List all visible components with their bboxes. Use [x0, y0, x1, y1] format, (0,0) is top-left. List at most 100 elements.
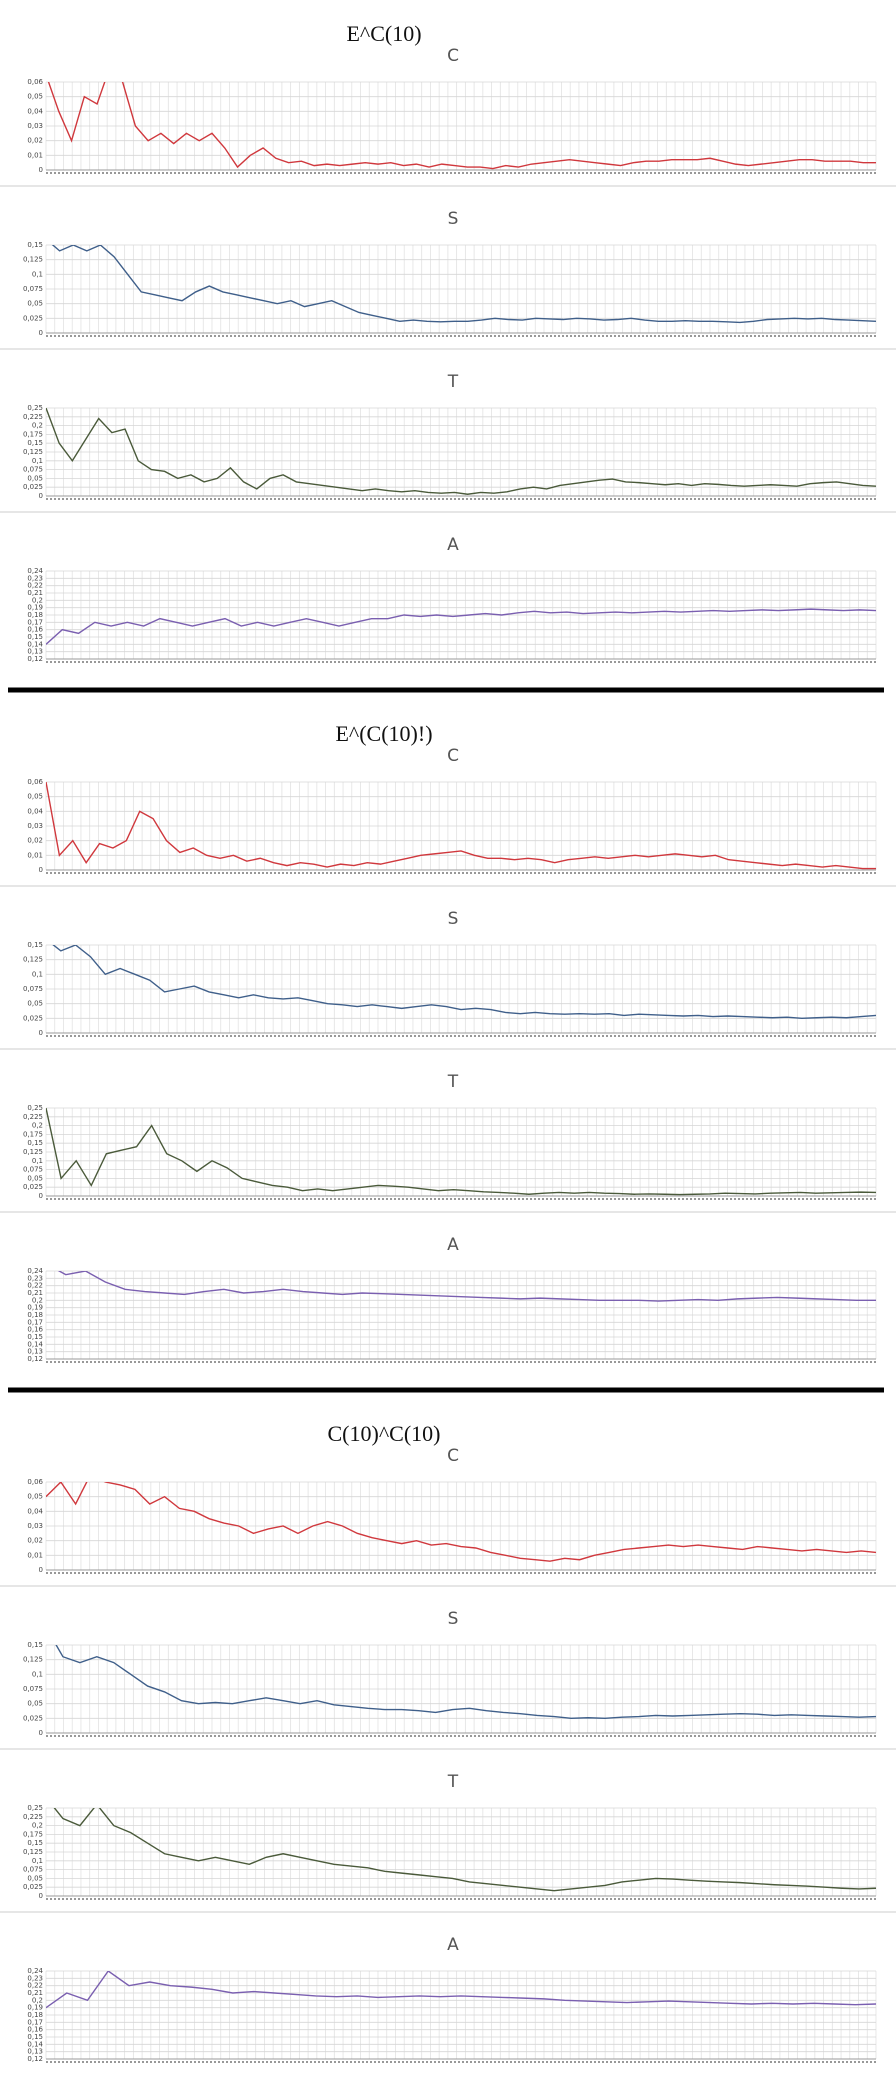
- y-tick-label: 0,05: [27, 1174, 43, 1182]
- y-tick-label: 0,23: [27, 1974, 43, 1982]
- y-tick-label: 0: [39, 329, 43, 337]
- y-tick-label: 0: [39, 866, 43, 874]
- y-tick-label: 0,05: [27, 1493, 43, 1501]
- line-series: [46, 1971, 876, 2009]
- y-tick-label: 0,025: [23, 1183, 43, 1191]
- y-tick-label: 0,22: [27, 1282, 43, 1290]
- y-tick-label: 0,17: [27, 618, 43, 626]
- y-tick-label: 0,225: [23, 1113, 43, 1121]
- y-tick-label: 0,21: [27, 589, 43, 597]
- y-tick-label: 0,04: [27, 807, 43, 815]
- y-tick-label: 0,05: [27, 1700, 43, 1708]
- line-series: [55, 1645, 876, 1720]
- y-tick-label: 0,15: [27, 1139, 43, 1147]
- y-tick-label: 0,02: [27, 1537, 43, 1545]
- y-tick-label: 0,24: [27, 567, 43, 575]
- y-tick-label: 0,13: [27, 648, 43, 656]
- y-tick-label: 0,14: [27, 1340, 43, 1348]
- y-tick-label: 0,25: [27, 1104, 43, 1112]
- y-tick-label: 0,06: [27, 78, 43, 86]
- y-tick-label: 0,03: [27, 1522, 43, 1530]
- y-tick-label: 0,17: [27, 2018, 43, 2026]
- y-tick-label: 0,14: [27, 640, 43, 648]
- y-tick-label: 0,16: [27, 2026, 43, 2034]
- y-tick-label: 0: [39, 1029, 43, 1037]
- y-tick-label: 0,05: [27, 1000, 43, 1008]
- y-tick-label: 0,18: [27, 2011, 43, 2019]
- y-tick-label: 0,23: [27, 574, 43, 582]
- line-series: [53, 1808, 876, 1892]
- y-tick-label: 0,125: [23, 1848, 43, 1856]
- y-tick-label: 0,21: [27, 1989, 43, 1997]
- y-tick-label: 0,125: [23, 1656, 43, 1664]
- y-tick-label: 0: [39, 166, 43, 174]
- y-tick-label: 0,22: [27, 582, 43, 590]
- y-tick-label: 0,05: [27, 474, 43, 482]
- chart-title: S: [448, 909, 459, 929]
- chart-title: S: [448, 209, 459, 229]
- y-tick-label: 0,125: [23, 956, 43, 964]
- y-tick-label: 0,15: [27, 439, 43, 447]
- line-series: [51, 245, 876, 324]
- y-tick-label: 0,24: [27, 1967, 43, 1975]
- y-tick-label: 0,15: [27, 1333, 43, 1341]
- line-series: [47, 82, 876, 170]
- y-tick-label: 0,15: [27, 633, 43, 641]
- y-tick-label: 0,15: [27, 1641, 43, 1649]
- y-tick-label: 0,01: [27, 151, 43, 159]
- y-tick-label: 0,2: [32, 1822, 43, 1830]
- y-tick-label: 0,025: [23, 1883, 43, 1891]
- y-tick-label: 0,05: [27, 300, 43, 308]
- y-tick-label: 0,15: [27, 241, 43, 249]
- section-title: E^C(10): [346, 21, 421, 46]
- line-series: [46, 782, 876, 870]
- line-series: [46, 1482, 876, 1562]
- y-tick-label: 0,175: [23, 1830, 43, 1838]
- y-tick-label: 0,075: [23, 1166, 43, 1174]
- y-tick-label: 0,075: [23, 985, 43, 993]
- y-tick-label: 0,2: [32, 422, 43, 430]
- y-tick-label: 0,15: [27, 1839, 43, 1847]
- section-title: E^(C(10)!): [335, 721, 432, 746]
- y-tick-label: 0,13: [27, 1348, 43, 1356]
- line-series: [46, 608, 876, 645]
- y-tick-label: 0,2: [32, 1996, 43, 2004]
- line-series: [52, 945, 876, 1020]
- y-tick-label: 0,125: [23, 448, 43, 456]
- y-tick-label: 0,18: [27, 1311, 43, 1319]
- y-tick-label: 0,15: [27, 2033, 43, 2041]
- chart-title: T: [447, 372, 459, 392]
- y-tick-label: 0,2: [32, 1122, 43, 1130]
- y-tick-label: 0,1: [32, 457, 43, 465]
- y-tick-label: 0: [39, 1192, 43, 1200]
- y-tick-label: 0,125: [23, 1148, 43, 1156]
- y-tick-label: 0,19: [27, 1304, 43, 1312]
- y-tick-label: 0,12: [27, 2055, 43, 2063]
- y-tick-label: 0,17: [27, 1318, 43, 1326]
- y-tick-label: 0,02: [27, 837, 43, 845]
- y-tick-label: 0,19: [27, 2004, 43, 2012]
- y-tick-label: 0,225: [23, 413, 43, 421]
- chart-title: C: [447, 46, 459, 66]
- y-tick-label: 0,18: [27, 611, 43, 619]
- y-tick-label: 0,175: [23, 430, 43, 438]
- chart-title: C: [447, 1446, 459, 1466]
- y-tick-label: 0,2: [32, 1296, 43, 1304]
- chart-title: S: [448, 1609, 459, 1629]
- chart-title: A: [447, 535, 459, 555]
- y-tick-label: 0,22: [27, 1982, 43, 1990]
- chart-title: T: [447, 1772, 459, 1792]
- y-tick-label: 0,075: [23, 466, 43, 474]
- y-tick-label: 0,13: [27, 2048, 43, 2056]
- line-series: [46, 1108, 876, 1196]
- y-tick-label: 0,025: [23, 483, 43, 491]
- y-tick-label: 0,05: [27, 793, 43, 801]
- y-tick-label: 0,075: [23, 1866, 43, 1874]
- y-tick-label: 0,14: [27, 2040, 43, 2048]
- chart-title: A: [447, 1935, 459, 1955]
- y-tick-label: 0,15: [27, 941, 43, 949]
- y-tick-label: 0,025: [23, 1714, 43, 1722]
- y-tick-label: 0,1: [32, 1157, 43, 1165]
- y-tick-label: 0,12: [27, 655, 43, 663]
